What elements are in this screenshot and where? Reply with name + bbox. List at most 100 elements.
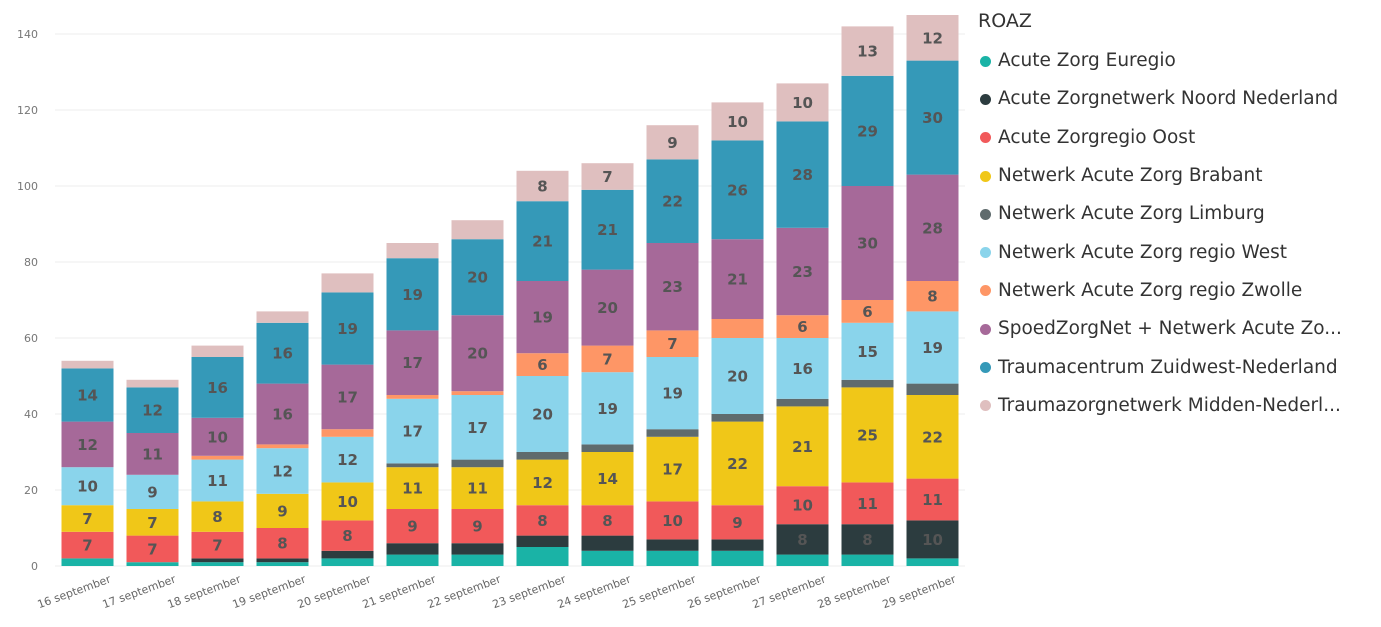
bar-segment [321, 482, 374, 521]
bar-segment [776, 338, 829, 399]
bar-segment [711, 414, 764, 422]
data-label: 7 [147, 514, 157, 532]
bar-segment [191, 531, 244, 559]
data-label: 20 [597, 299, 618, 317]
legend-item[interactable]: SpoedZorgNet + Netwerk Acute Zo... [978, 310, 1378, 348]
legend-label: Traumazorgnetwerk Midden-Nederl... [998, 394, 1341, 416]
data-label: 19 [597, 400, 618, 418]
data-label: 11 [207, 472, 228, 490]
data-label: 6 [537, 356, 547, 374]
x-tick-label: 16 september [36, 572, 113, 611]
y-tick-label: 20 [24, 484, 38, 497]
data-label: 11 [142, 445, 163, 463]
legend-item[interactable]: Netwerk Acute Zorg Limburg [978, 195, 1378, 233]
bar-segment [516, 281, 569, 354]
legend-item[interactable]: Netwerk Acute Zorg regio West [978, 233, 1378, 271]
bar-segment [581, 444, 634, 452]
data-label: 8 [537, 512, 547, 530]
data-label: 8 [212, 508, 222, 526]
legend-item[interactable]: Traumazorgnetwerk Midden-Nederl... [978, 387, 1378, 425]
data-label: 19 [532, 309, 553, 327]
x-tick-label: 17 september [101, 572, 178, 611]
bar-segment [841, 379, 894, 388]
legend-item[interactable]: Acute Zorgregio Oost [978, 119, 1378, 157]
legend-label: Acute Zorgnetwerk Noord Nederland [998, 88, 1339, 110]
data-label: 8 [602, 512, 612, 530]
y-tick-label: 100 [17, 180, 38, 193]
data-label: 7 [602, 350, 612, 368]
x-tick-label: 28 september [816, 572, 893, 611]
bar-segment [191, 459, 244, 502]
y-tick-label: 120 [17, 104, 38, 117]
legend-item[interactable]: Netwerk Acute Zorg Brabant [978, 157, 1378, 195]
bar-segment [386, 243, 439, 259]
bar-segment [906, 174, 959, 281]
bar-segment [841, 300, 894, 323]
bar-segment [451, 315, 504, 392]
bar-segment [646, 357, 699, 430]
bar-segment [451, 509, 504, 544]
data-label: 7 [667, 335, 677, 353]
data-label: 8 [342, 527, 352, 545]
legend-label: Traumacentrum Zuidwest-Nederland [998, 356, 1338, 378]
legend-item[interactable]: Acute Zorgnetwerk Noord Nederland [978, 80, 1378, 118]
data-label: 17 [467, 419, 488, 437]
data-label: 7 [212, 537, 222, 555]
data-label: 16 [792, 360, 813, 378]
legend-marker-icon [980, 93, 991, 105]
bar-segment [776, 398, 829, 407]
legend-items: Acute Zorg Euregio Acute Zorgnetwerk Noor… [978, 42, 1378, 425]
data-label: 12 [77, 436, 98, 454]
bar-segment [191, 501, 244, 532]
legend-item[interactable]: Traumacentrum Zuidwest-Nederland [978, 348, 1378, 386]
bar-segment [321, 550, 374, 559]
bar-segment [581, 189, 634, 270]
bar-segment [776, 315, 829, 338]
bar-segment [906, 395, 959, 479]
legend-label: Netwerk Acute Zorg Brabant [998, 165, 1263, 187]
legend-marker-icon [980, 247, 991, 259]
bar-segment [191, 417, 244, 456]
data-label: 9 [407, 518, 417, 536]
bar-segment [906, 60, 959, 175]
data-label: 7 [82, 537, 92, 555]
data-label: 17 [402, 354, 423, 372]
legend-label: Acute Zorgregio Oost [998, 126, 1196, 148]
data-label: 23 [792, 263, 813, 281]
bar-segment [711, 102, 764, 141]
bar-segment [646, 429, 699, 437]
data-label: 11 [402, 480, 423, 498]
data-label: 20 [727, 368, 748, 386]
bar-segment [386, 554, 439, 566]
data-label: 9 [277, 502, 287, 520]
bar-segment [451, 543, 504, 555]
bar-segment [386, 395, 439, 399]
bar-segment [581, 550, 634, 566]
bar-segment [581, 345, 634, 373]
legend-label: Netwerk Acute Zorg regio Zwolle [998, 279, 1303, 301]
bar-segment [581, 505, 634, 536]
y-axis: 0 20 40 60 80 100 120 140 [17, 28, 38, 573]
legend-marker-icon [980, 285, 991, 297]
data-label: 7 [147, 540, 157, 558]
legend-item[interactable]: Netwerk Acute Zorg regio Zwolle [978, 272, 1378, 310]
legend-item[interactable]: Acute Zorg Euregio [978, 42, 1378, 80]
bar-segment [61, 505, 114, 532]
bar-segment [906, 311, 959, 384]
data-label: 22 [727, 455, 748, 473]
bar-segment [256, 558, 309, 563]
bar-segment [906, 478, 959, 521]
data-label: 16 [272, 345, 293, 363]
bar-segment [776, 83, 829, 122]
bar-segment [906, 558, 959, 566]
data-label: 20 [467, 269, 488, 287]
data-label: 10 [662, 512, 683, 530]
bar-segment [841, 387, 894, 483]
bar-segment [776, 121, 829, 228]
bar-segment [451, 220, 504, 240]
data-label: 10 [922, 531, 943, 549]
bar-segment [61, 368, 114, 422]
bar-segment [906, 281, 959, 312]
bar-segment [581, 269, 634, 346]
bar-segment [776, 524, 829, 555]
